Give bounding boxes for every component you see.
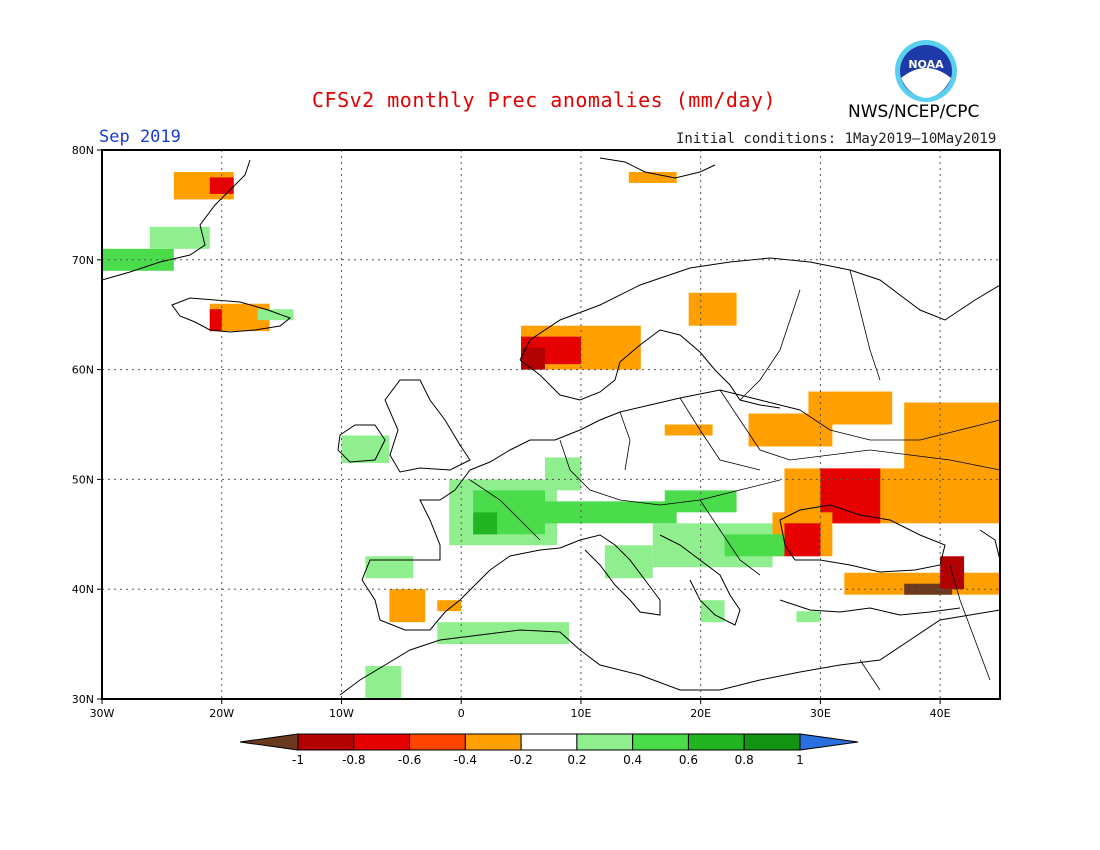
colorbar: -1 -0.8 -0.6 -0.4 -0.2 0.2 0.4 0.6 0.8 1 <box>239 733 859 767</box>
colorbar-box <box>687 733 745 751</box>
anomaly-spain-dry-2 <box>437 600 462 612</box>
anomaly-finland-dry <box>688 292 737 326</box>
anomaly-bulgaria-wet <box>724 534 785 557</box>
lon-tick-label: 20W <box>209 707 234 720</box>
lon-tick-label: 20E <box>690 707 711 720</box>
colorbar-label: 0.8 <box>735 753 754 767</box>
colorbar-box <box>464 733 522 751</box>
colorbar-box <box>409 733 466 751</box>
colorbar-label: -0.8 <box>342 753 365 767</box>
anomaly-france-wet-3 <box>473 512 498 535</box>
anomaly-iceland-wet <box>257 309 294 321</box>
lon-tick-label: 30W <box>90 707 115 720</box>
agency-label: NWS/NCEP/CPC <box>848 102 980 122</box>
colorbar-label: -0.2 <box>509 753 532 767</box>
anomaly-svalbard-dry <box>628 171 677 183</box>
colorbar-label: 0.6 <box>679 753 698 767</box>
lat-tick-label: 80N <box>72 144 94 157</box>
anomaly-russia-dry-2 <box>808 391 893 425</box>
coastlines <box>102 157 1000 696</box>
colorbar-label: 0.2 <box>567 753 586 767</box>
anomaly-greenland-east-very-dry <box>209 177 234 194</box>
lon-tick-label: 10W <box>329 707 354 720</box>
anomaly-layer <box>102 171 1000 699</box>
anomaly-italy-wet <box>604 545 653 579</box>
forecast-month: Sep 2019 <box>99 127 181 147</box>
noaa-logo-text: NOAA <box>908 58 944 71</box>
colorbar-box <box>632 733 689 751</box>
anomaly-morocco-wet <box>365 666 402 699</box>
lat-tick-label: 50N <box>72 473 94 486</box>
colorbar-label: -1 <box>292 753 304 767</box>
lat-tick-label: 70N <box>72 254 94 267</box>
colorbar-box <box>743 733 801 751</box>
anomaly-poland-dry <box>664 424 713 436</box>
noaa-logo: NOAA <box>893 38 959 104</box>
lat-tick-label: 40N <box>72 583 94 596</box>
anomaly-alps-wet <box>533 501 677 524</box>
anomaly-germany-wet <box>545 457 581 491</box>
colorbar-box <box>297 733 355 751</box>
lat-tick-label: 60N <box>72 364 94 377</box>
axis-ticks: 30W 20W 10W 0 10E 20E 30E 40E 80N 70N 60N 50N 40N 30N <box>72 144 951 720</box>
initial-conditions: Initial conditions: 1May2019–10May2019 <box>676 131 997 147</box>
colorbar-label: 0.4 <box>623 753 642 767</box>
colorbar-label: -0.6 <box>398 753 421 767</box>
anomaly-caucasus-extreme-dry <box>904 583 953 595</box>
map-frame <box>101 149 1001 700</box>
anomaly-norway-extreme-dry <box>521 347 546 370</box>
lat-tick-label: 30N <box>72 693 94 706</box>
chart-title: CFSv2 monthly Prec anomalies (mm/day) <box>312 88 777 112</box>
grid-lines <box>102 150 1000 699</box>
anomaly-spain-dry <box>389 589 426 623</box>
colorbar-label: 1 <box>796 753 804 767</box>
colorbar-box <box>576 733 634 751</box>
anomaly-black-sea-very-dry <box>784 523 821 557</box>
anomaly-iceland-very-dry <box>209 309 222 332</box>
colorbar-arrow-left <box>239 733 299 751</box>
anomaly-spain-north-wet <box>365 556 414 579</box>
anomaly-greenland-south-wet-2 <box>149 226 210 249</box>
anomaly-ireland-wet <box>341 435 390 463</box>
colorbar-arrow-right <box>799 733 859 751</box>
anomaly-maghreb-wet <box>437 622 569 645</box>
colorbar-box <box>353 733 411 751</box>
lon-tick-label: 30E <box>810 707 831 720</box>
colorbar-label: -0.4 <box>454 753 477 767</box>
anomaly-greenland-south-wet <box>102 248 174 271</box>
lon-tick-label: 0 <box>458 707 465 720</box>
anomaly-greece-wet <box>700 600 725 623</box>
anomaly-turkey-wet <box>796 611 821 623</box>
colorbar-box <box>520 733 578 751</box>
lon-tick-label: 40E <box>930 707 951 720</box>
lon-tick-label: 10E <box>570 707 591 720</box>
